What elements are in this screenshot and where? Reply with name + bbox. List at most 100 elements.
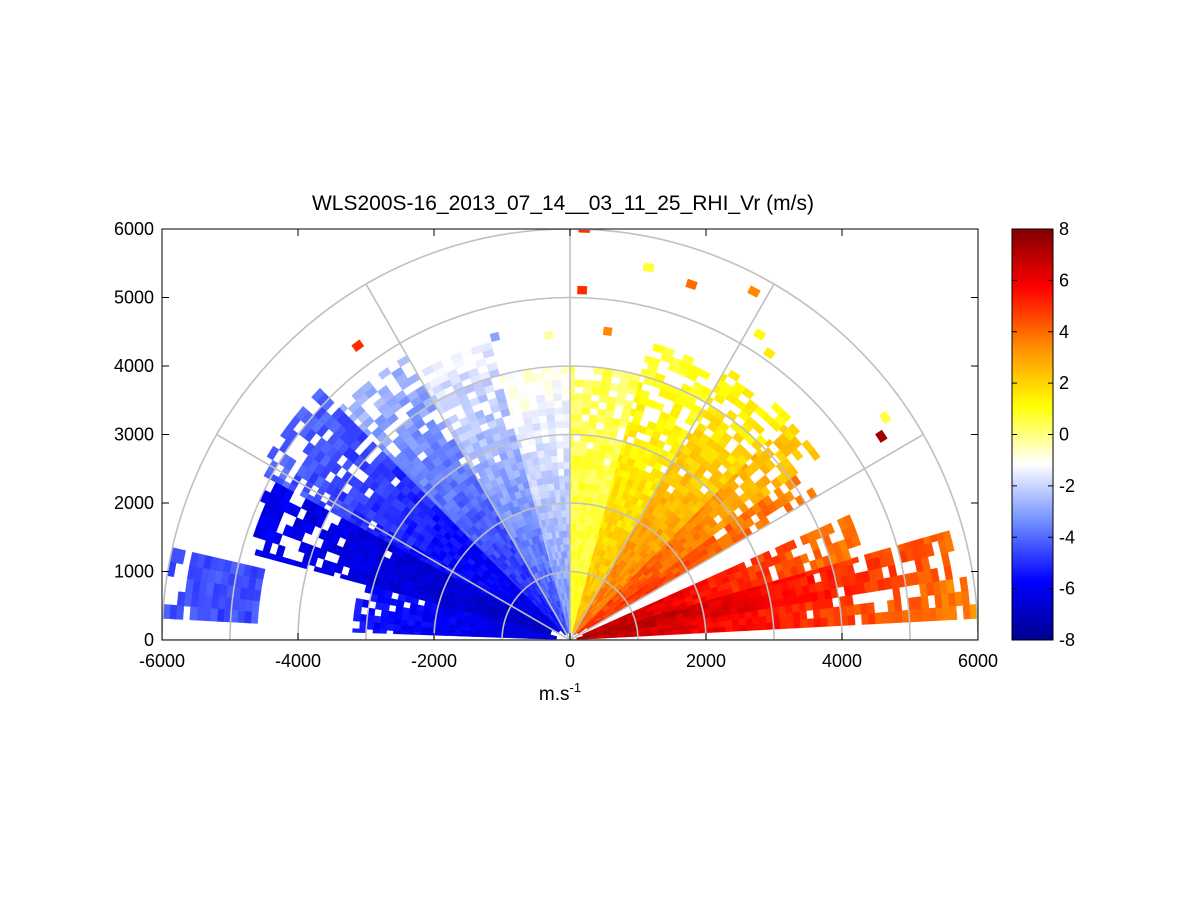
y-tick-label: 3000 — [114, 425, 154, 445]
range-gate — [535, 394, 546, 403]
range-gate — [570, 564, 575, 572]
range-gate — [553, 482, 560, 491]
range-gate — [413, 620, 422, 628]
range-gate — [557, 461, 565, 470]
range-gate — [572, 475, 579, 483]
range-gate — [712, 626, 720, 633]
y-tick-label: 6000 — [114, 219, 154, 239]
range-gate — [209, 608, 218, 622]
range-gate — [572, 502, 578, 511]
range-gate — [574, 550, 578, 559]
range-gate — [787, 423, 801, 437]
range-gate — [546, 414, 556, 423]
range-gate — [564, 475, 571, 483]
range-gate — [558, 475, 565, 484]
range-gate — [574, 379, 584, 388]
range-gate — [474, 358, 487, 369]
range-gate — [751, 609, 760, 618]
range-gate — [560, 365, 571, 374]
range-gate — [578, 468, 586, 477]
range-gate — [311, 387, 326, 402]
y-tick-label: 5000 — [114, 288, 154, 308]
range-gate — [758, 615, 767, 624]
range-gate — [573, 413, 582, 422]
range-gate — [578, 461, 586, 470]
range-gate — [372, 629, 381, 634]
range-gate — [859, 603, 869, 615]
range-gate — [961, 590, 970, 606]
range-gate — [752, 623, 761, 631]
range-gate — [691, 628, 700, 634]
range-gate — [581, 400, 591, 409]
range-gate — [574, 537, 580, 545]
range-gate — [581, 407, 591, 416]
range-gate — [572, 482, 579, 490]
range-gate — [745, 623, 754, 631]
range-gate — [374, 601, 384, 611]
range-gate — [571, 523, 577, 531]
range-gate — [558, 482, 566, 490]
range-gate — [406, 625, 415, 633]
range-gate — [393, 618, 402, 626]
range-gate — [554, 413, 563, 422]
range-gate — [643, 355, 651, 364]
range-gate — [545, 407, 555, 416]
range-gate — [560, 502, 566, 511]
range-gate — [596, 415, 606, 424]
range-gate — [351, 387, 365, 401]
range-gate — [777, 605, 787, 615]
azimuth-spoke — [569, 433, 924, 640]
sector-12 — [252, 482, 553, 635]
range-gate — [571, 543, 576, 552]
range-gate — [738, 618, 747, 626]
range-gate — [572, 447, 581, 456]
range-gate — [582, 393, 592, 402]
range-gate — [547, 476, 554, 485]
x-tick-label: 0 — [565, 651, 575, 671]
range-gate — [588, 476, 596, 485]
sector-2 — [582, 514, 862, 637]
range-gate — [787, 539, 798, 551]
sector-14 — [162, 547, 266, 624]
colorbar-tick-label: -4 — [1059, 527, 1075, 547]
range-gate — [727, 369, 741, 382]
range-gate — [555, 441, 564, 449]
sector-1 — [576, 530, 955, 640]
range-gate — [393, 630, 401, 635]
range-gate — [732, 624, 741, 632]
range-gate — [393, 624, 401, 632]
range-gate — [441, 623, 449, 630]
range-gate — [572, 489, 579, 497]
range-gate — [801, 439, 815, 453]
range-gate — [414, 615, 423, 622]
range-gate — [189, 606, 198, 621]
range-gate — [552, 386, 562, 395]
range-gate — [543, 449, 552, 458]
range-gate — [407, 614, 416, 622]
range-gate — [552, 393, 562, 402]
range-gate — [544, 393, 554, 402]
range-gate — [406, 631, 415, 635]
range-gate — [571, 530, 576, 538]
range-gate — [573, 427, 582, 436]
range-gate — [824, 522, 836, 536]
range-gate — [585, 455, 593, 464]
range-gate — [353, 605, 363, 615]
y-tick-label: 1000 — [114, 562, 154, 582]
range-gate — [751, 616, 760, 625]
range-gate — [420, 626, 428, 633]
range-gate — [400, 618, 409, 626]
sector-6 — [571, 343, 714, 635]
range-gate — [339, 573, 349, 580]
range-gate — [571, 557, 575, 566]
range-gate — [352, 613, 362, 622]
colorbar-tick-label: 0 — [1059, 425, 1069, 445]
range-gate — [576, 502, 583, 511]
range-gate — [299, 490, 309, 499]
range-gate — [577, 475, 585, 484]
range-gate — [563, 447, 571, 456]
range-gate — [302, 441, 316, 456]
range-gate — [433, 632, 442, 636]
range-gate — [407, 619, 416, 627]
isolated-gate — [351, 339, 365, 352]
